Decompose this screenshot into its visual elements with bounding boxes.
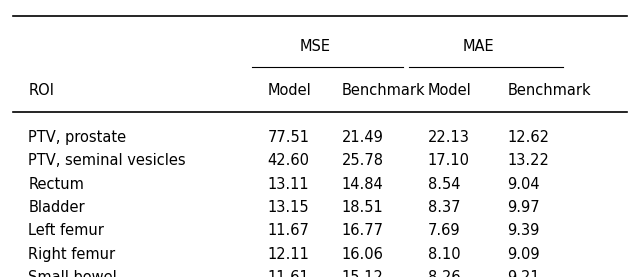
Text: 9.04: 9.04 [508,176,540,192]
Text: Benchmark: Benchmark [508,83,591,98]
Text: 11.61: 11.61 [268,270,310,277]
Text: 9.09: 9.09 [508,247,540,262]
Text: 17.10: 17.10 [428,153,470,168]
Text: Model: Model [428,83,471,98]
Text: 9.21: 9.21 [508,270,540,277]
Text: 13.22: 13.22 [508,153,549,168]
Text: 8.37: 8.37 [428,200,460,215]
Text: 14.84: 14.84 [342,176,383,192]
Text: 12.62: 12.62 [508,130,549,145]
Text: 15.12: 15.12 [342,270,383,277]
Text: Right femur: Right femur [28,247,115,262]
Text: 22.13: 22.13 [428,130,469,145]
Text: 25.78: 25.78 [342,153,383,168]
Text: PTV, prostate: PTV, prostate [28,130,126,145]
Text: MAE: MAE [463,39,494,53]
Text: 9.97: 9.97 [508,200,540,215]
Text: 77.51: 77.51 [268,130,310,145]
Text: Benchmark: Benchmark [342,83,425,98]
Text: ROI: ROI [28,83,54,98]
Text: 12.11: 12.11 [268,247,310,262]
Text: Rectum: Rectum [28,176,84,192]
Text: Small bowel: Small bowel [28,270,117,277]
Text: MSE: MSE [300,39,331,53]
Text: PTV, seminal vesicles: PTV, seminal vesicles [28,153,186,168]
Text: 9.39: 9.39 [508,224,540,238]
Text: 16.06: 16.06 [342,247,383,262]
Text: 21.49: 21.49 [342,130,383,145]
Text: 8.10: 8.10 [428,247,460,262]
Text: 16.77: 16.77 [342,224,383,238]
Text: 8.26: 8.26 [428,270,460,277]
Text: 42.60: 42.60 [268,153,310,168]
Text: 13.15: 13.15 [268,200,309,215]
Text: 18.51: 18.51 [342,200,383,215]
Text: Bladder: Bladder [28,200,84,215]
Text: 7.69: 7.69 [428,224,460,238]
Text: 8.54: 8.54 [428,176,460,192]
Text: Left femur: Left femur [28,224,104,238]
Text: Model: Model [268,83,312,98]
Text: 13.11: 13.11 [268,176,309,192]
Text: 11.67: 11.67 [268,224,310,238]
